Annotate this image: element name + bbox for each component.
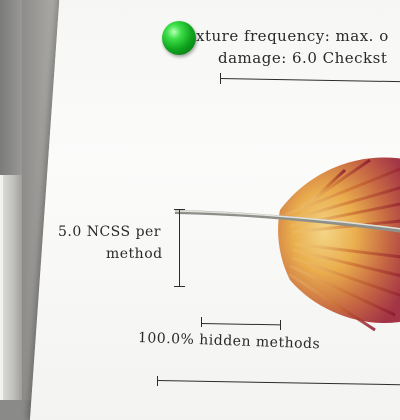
feather-glyph <box>174 157 400 332</box>
ncss-scale-cap-bottom <box>174 286 185 287</box>
texture-frequency-label: xture frequency: max. o <box>196 27 389 45</box>
damage-scale-tick <box>220 73 221 84</box>
hidden-methods-tick-left <box>201 317 202 327</box>
bottom-scale-tick <box>157 376 158 386</box>
green-marker <box>162 21 196 55</box>
ncss-scale-bar <box>179 209 180 287</box>
ncss-scale-cap-top <box>174 209 185 210</box>
ncss-label-line1: 5.0 NCSS per <box>58 224 162 240</box>
wall-panel <box>0 175 22 400</box>
damage-label: damage: 6.0 Checkst <box>218 49 388 67</box>
hidden-methods-tick-right <box>280 320 281 330</box>
ncss-label-line2: method <box>106 246 163 262</box>
